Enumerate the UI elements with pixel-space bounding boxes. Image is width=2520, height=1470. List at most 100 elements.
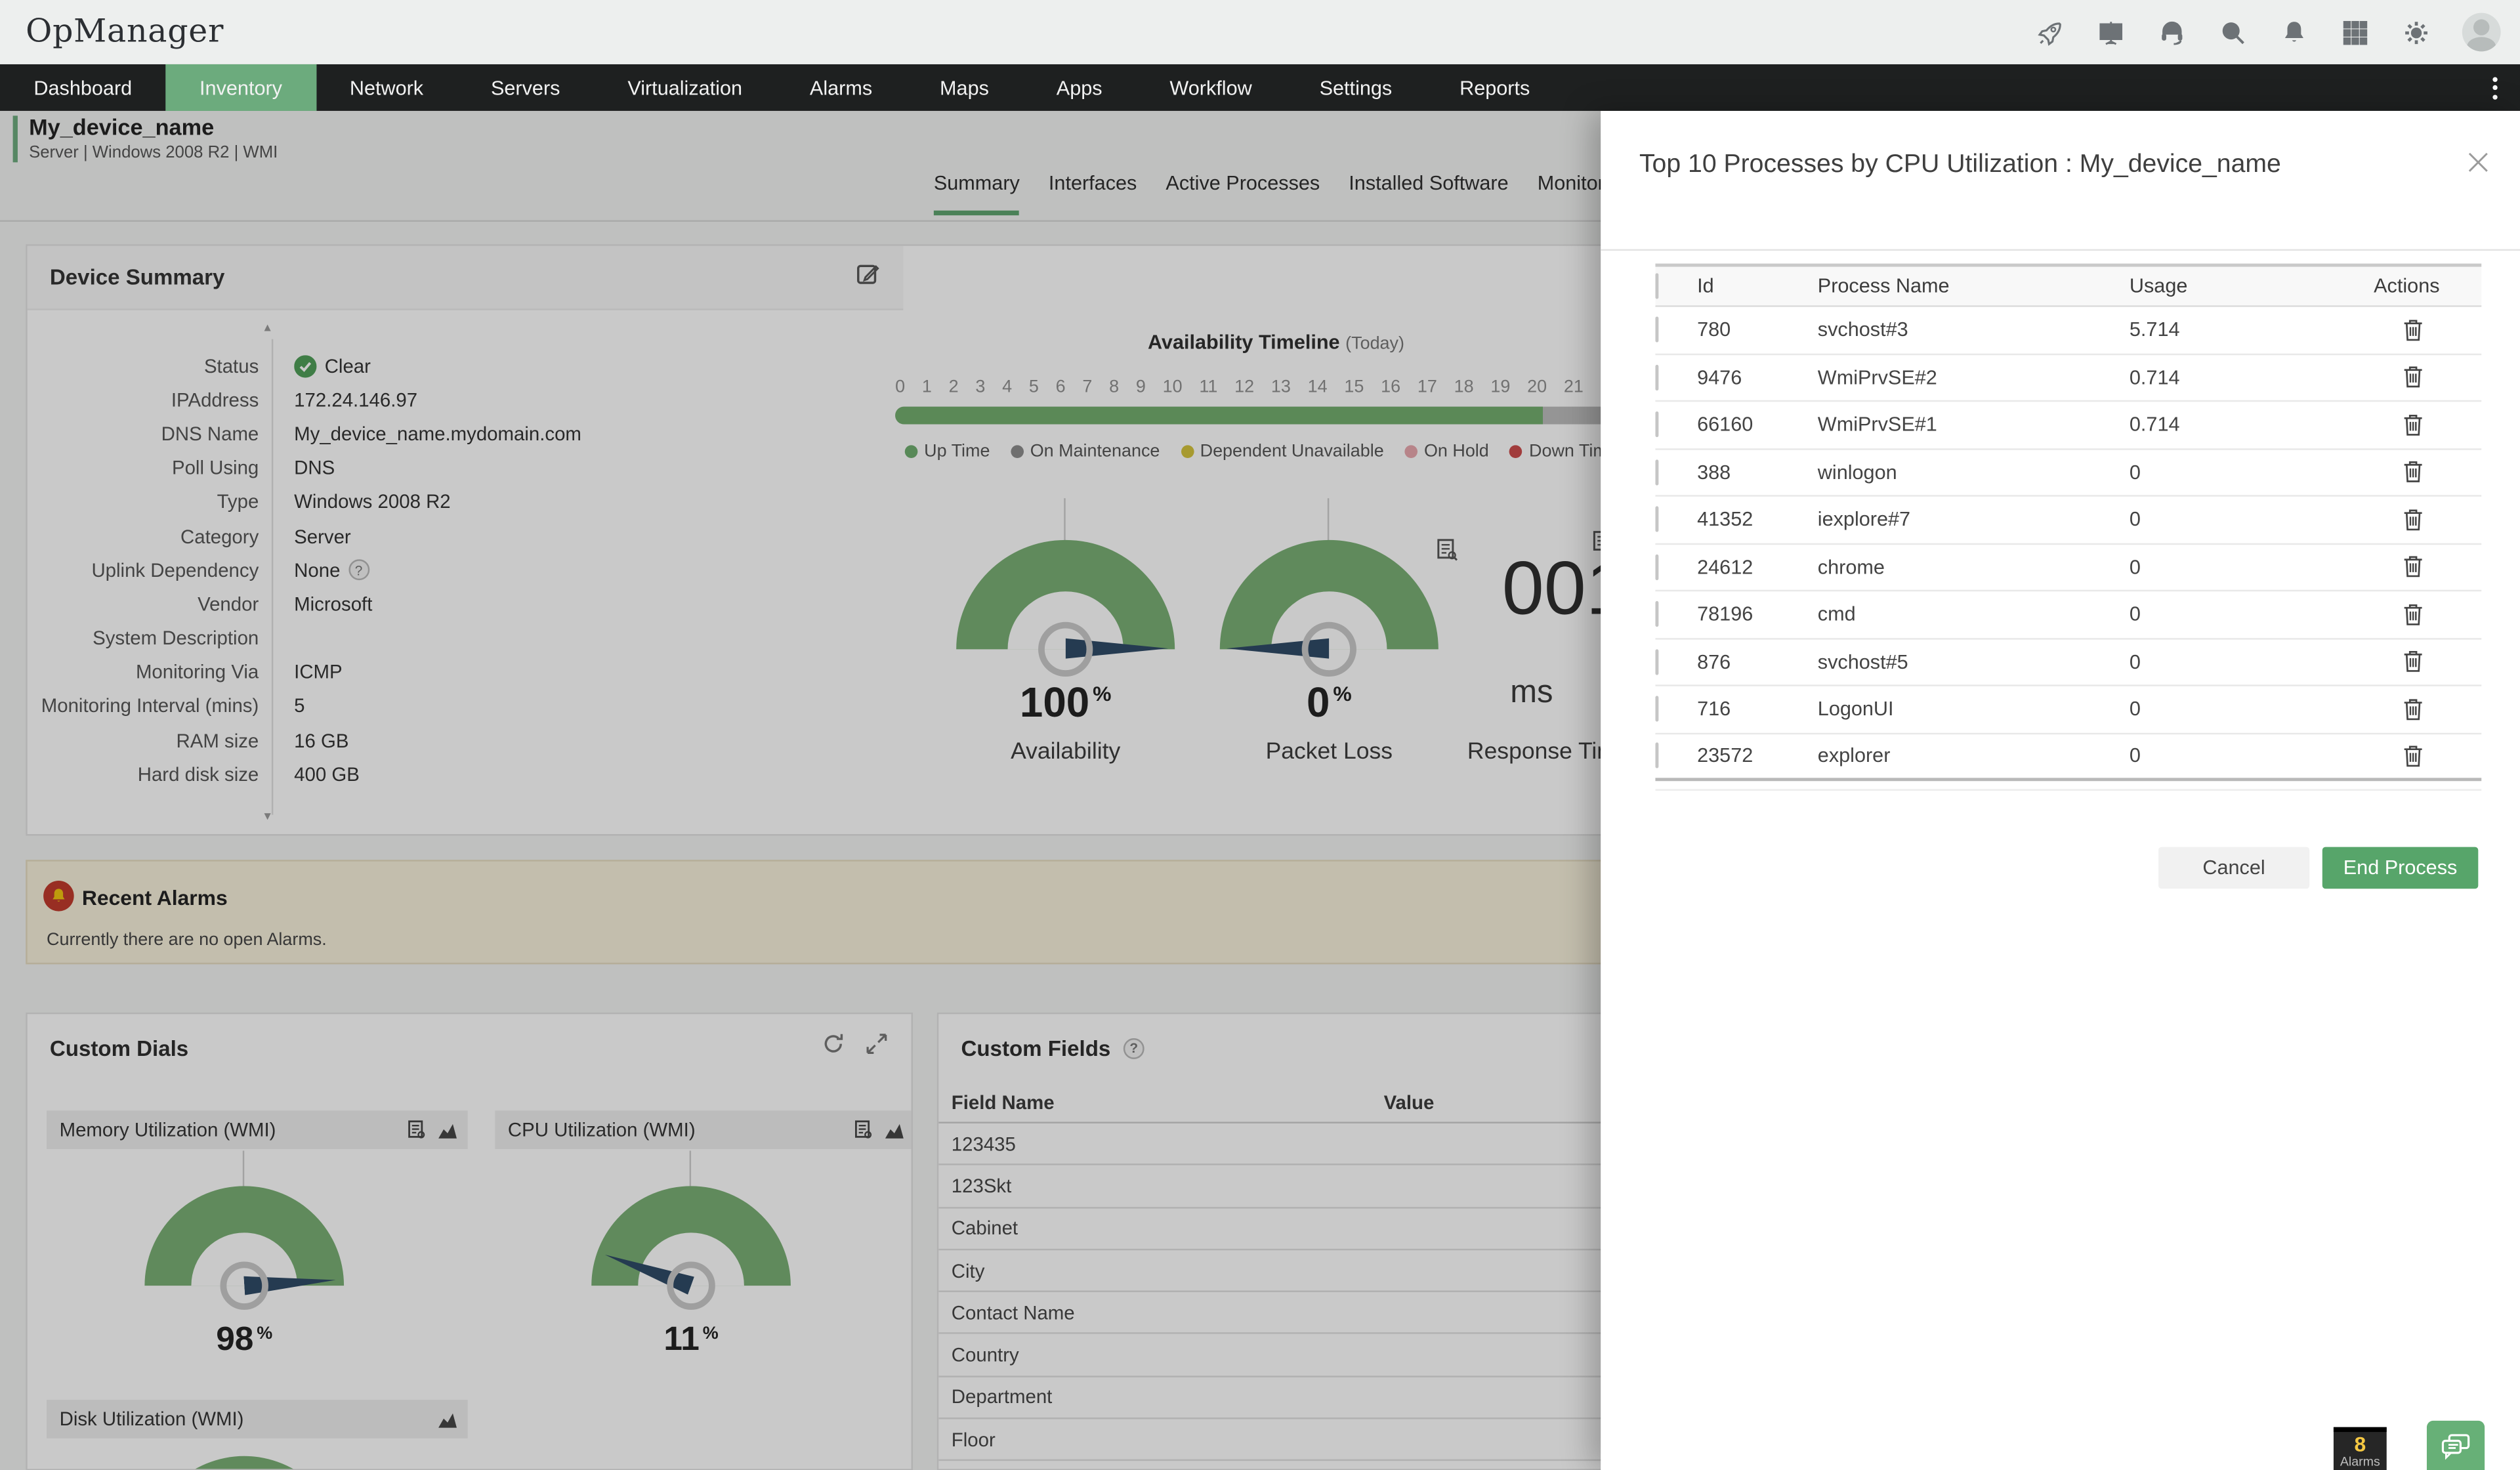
page-title: My_device_name	[29, 114, 215, 140]
support-headset-icon[interactable]	[2157, 18, 2186, 47]
custom-field-row[interactable]: Floor	[938, 1419, 2061, 1462]
availability-timeline-bar[interactable]	[895, 406, 1686, 425]
nav-item-alarms[interactable]: Alarms	[809, 76, 873, 99]
chart-icon[interactable]	[884, 1120, 905, 1141]
chat-feedback-button[interactable]	[2426, 1420, 2485, 1470]
close-icon[interactable]	[2466, 150, 2491, 175]
custom-field-row[interactable]: 123435	[938, 1124, 2061, 1166]
delete-process-icon[interactable]	[2403, 602, 2424, 627]
rocket-icon[interactable]	[2034, 18, 2063, 47]
tabs-divider	[0, 220, 2520, 222]
process-row[interactable]: 23572 explorer 0	[1655, 734, 2482, 782]
process-row[interactable]: 78196 cmd 0	[1655, 591, 2482, 639]
row-checkbox[interactable]	[1655, 554, 1659, 580]
custom-field-row[interactable]: Country	[938, 1335, 2061, 1377]
chart-icon[interactable]	[437, 1409, 458, 1430]
kebab-menu-icon[interactable]	[2483, 64, 2508, 111]
legend-item: Up Time	[904, 442, 990, 461]
axis-tick: 8	[1109, 377, 1120, 397]
delete-process-icon[interactable]	[2403, 697, 2424, 721]
process-row[interactable]: 24612 chrome 0	[1655, 544, 2482, 592]
delete-process-icon[interactable]	[2403, 460, 2424, 484]
delete-process-icon[interactable]	[2403, 555, 2424, 579]
tab-summary[interactable]: Summary	[933, 172, 1020, 216]
dial-header-disk: Disk Utilization (WMI)	[47, 1400, 468, 1438]
alarms-count-badge[interactable]: 8 Alarms	[2333, 1427, 2387, 1470]
row-checkbox[interactable]	[1655, 648, 1659, 675]
custom-field-row[interactable]: City	[938, 1250, 2061, 1293]
edit-device-icon[interactable]	[855, 261, 881, 294]
field-row: Monitoring Via ICMP	[135, 661, 343, 684]
training-video-icon[interactable]	[2095, 18, 2124, 47]
custom-field-row[interactable]: 123Skt	[938, 1166, 2061, 1208]
field-row-status: Status Clear	[203, 354, 371, 377]
row-checkbox[interactable]	[1655, 507, 1659, 533]
nav-item-maps[interactable]: Maps	[940, 76, 989, 99]
chart-icon[interactable]	[437, 1120, 458, 1141]
scroll-down-icon[interactable]: ▼	[262, 811, 274, 823]
refresh-icon[interactable]	[821, 1032, 845, 1064]
nav-item-reports[interactable]: Reports	[1460, 76, 1530, 99]
delete-process-icon[interactable]	[2403, 413, 2424, 437]
tab-active-processes[interactable]: Active Processes	[1166, 172, 1320, 195]
process-row[interactable]: 716 LogonUI 0	[1655, 686, 2482, 734]
user-avatar[interactable]	[2462, 12, 2501, 52]
custom-field-row[interactable]: Department	[938, 1377, 2061, 1419]
nav-item-inventory[interactable]: Inventory	[165, 64, 316, 111]
report-icon[interactable]	[852, 1118, 874, 1141]
help-icon[interactable]: ?	[1123, 1037, 1144, 1059]
search-icon[interactable]	[2218, 18, 2247, 47]
row-checkbox[interactable]	[1655, 459, 1659, 485]
process-row[interactable]: 388 winlogon 0	[1655, 449, 2482, 497]
settings-gear-icon[interactable]	[2401, 18, 2430, 47]
legend-item: Dependent Unavailable	[1181, 442, 1384, 461]
delete-process-icon[interactable]	[2403, 650, 2424, 674]
delete-process-icon[interactable]	[2403, 507, 2424, 532]
cancel-button[interactable]: Cancel	[2158, 847, 2310, 889]
delete-process-icon[interactable]	[2403, 744, 2424, 768]
nav-item-servers[interactable]: Servers	[490, 76, 560, 99]
axis-tick: 7	[1082, 377, 1093, 397]
nav-item-virtualization[interactable]: Virtualization	[627, 76, 743, 99]
tab-interfaces[interactable]: Interfaces	[1048, 172, 1137, 195]
nav-item-settings[interactable]: Settings	[1319, 76, 1393, 99]
row-checkbox[interactable]	[1655, 411, 1659, 438]
end-process-button[interactable]: End Process	[2322, 847, 2479, 889]
process-row[interactable]: 876 svchost#5 0	[1655, 639, 2482, 686]
nav-item-apps[interactable]: Apps	[1056, 76, 1102, 99]
process-row[interactable]: 9476 WmiPrvSE#2 0.714	[1655, 354, 2482, 402]
custom-field-row[interactable]: Cabinet	[938, 1208, 2061, 1251]
nav-item-network[interactable]: Network	[349, 76, 424, 99]
recent-alarms-message: Currently there are no open Alarms.	[47, 930, 327, 950]
process-row[interactable]: 66160 WmiPrvSE#1 0.714	[1655, 402, 2482, 450]
apps-grid-icon[interactable]	[2340, 18, 2369, 47]
notifications-bell-icon[interactable]	[2279, 18, 2308, 47]
alarm-bell-icon	[43, 881, 74, 912]
scroll-up-icon[interactable]: ▲	[262, 323, 274, 335]
select-all-checkbox[interactable]	[1655, 273, 1659, 299]
expand-icon[interactable]	[865, 1032, 889, 1064]
opmanager-logo: OpManager	[26, 11, 224, 50]
field-row: RAM size 16 GB	[176, 728, 349, 752]
delete-process-icon[interactable]	[2403, 318, 2424, 342]
delete-process-icon[interactable]	[2403, 366, 2424, 390]
report-icon[interactable]	[405, 1118, 427, 1141]
availability-report-icon[interactable]	[1433, 537, 1459, 562]
gauge-hub	[1038, 621, 1093, 677]
custom-fields-rows: 123435 123Skt Cabinet City	[938, 1124, 2061, 1462]
help-icon[interactable]: ?	[348, 559, 369, 581]
field-row: System Description	[93, 627, 259, 650]
modal-divider	[1601, 249, 2520, 251]
row-checkbox[interactable]	[1655, 601, 1659, 627]
tab-installed-software[interactable]: Installed Software	[1349, 172, 1509, 195]
row-checkbox[interactable]	[1655, 317, 1659, 343]
nav-item-dashboard[interactable]: Dashboard	[33, 76, 133, 99]
row-checkbox[interactable]	[1655, 364, 1659, 390]
row-checkbox[interactable]	[1655, 696, 1659, 723]
custom-field-row[interactable]: Contact Name	[938, 1292, 2061, 1335]
nav-item-workflow[interactable]: Workflow	[1169, 76, 1252, 99]
process-row[interactable]: 41352 iexplore#7 0	[1655, 497, 2482, 544]
process-row[interactable]: 780 svchost#3 5.714	[1655, 307, 2482, 355]
row-checkbox[interactable]	[1655, 743, 1659, 769]
fields-divider	[271, 339, 274, 815]
